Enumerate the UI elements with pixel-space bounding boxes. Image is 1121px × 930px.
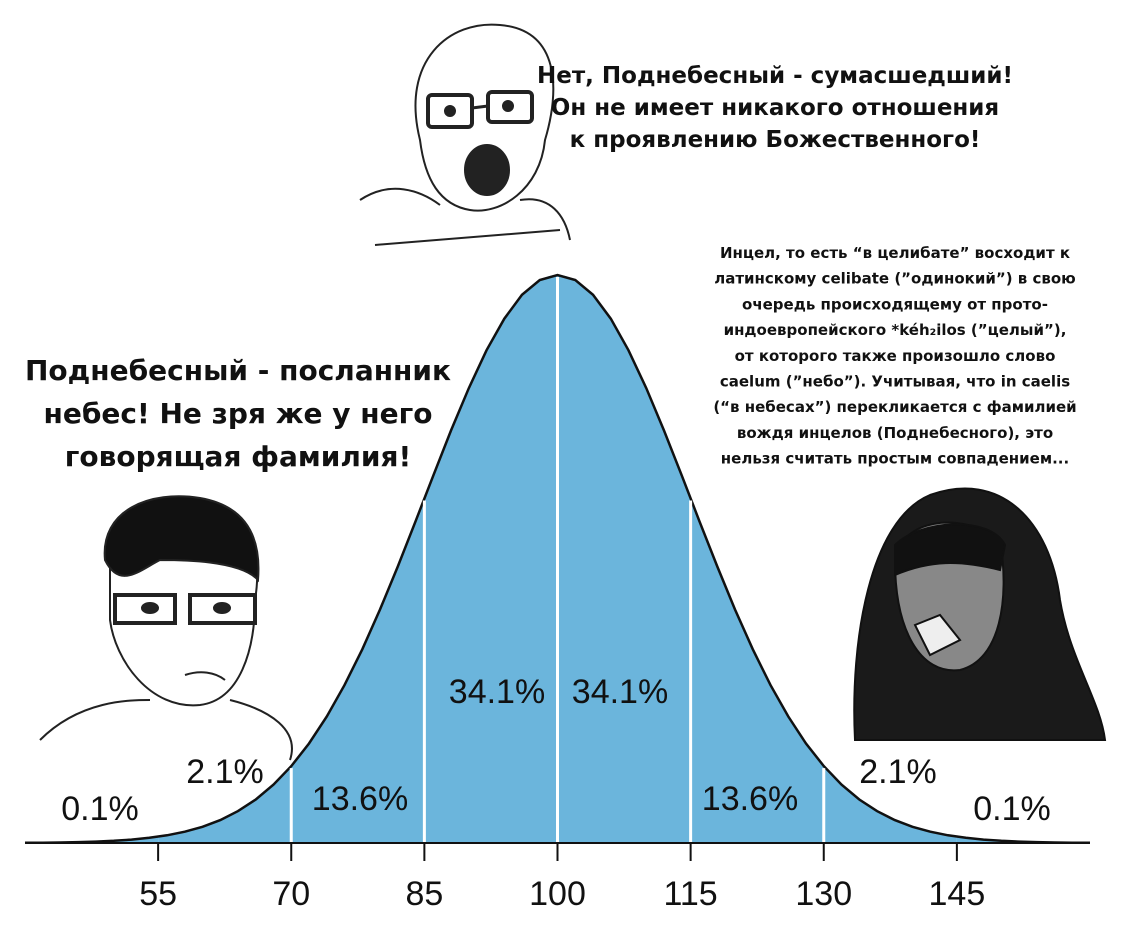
caption-line: небес! Не зря же у него xyxy=(43,397,432,430)
bell-region xyxy=(158,766,292,843)
x-tick-label: 70 xyxy=(272,875,310,913)
caption-line: говорящая фамилия! xyxy=(65,440,411,473)
x-tick-label: 130 xyxy=(795,875,852,913)
caption-line: Инцел, то есть “в целибате” восходит к xyxy=(720,244,1070,262)
caption-line: Нет, Поднебесный - сумасшедший! xyxy=(537,63,1013,89)
x-tick-label: 145 xyxy=(929,875,986,913)
bell-region xyxy=(956,836,1090,843)
x-tick-label: 85 xyxy=(405,875,443,913)
caption-line: Поднебесный - посланник xyxy=(25,354,451,387)
caption-line: нельзя считать простым совпадением... xyxy=(721,450,1069,468)
value-label: 0.1% xyxy=(973,790,1051,828)
value-label: 2.1% xyxy=(859,753,937,791)
caption-line: Он не имеет никакого отношения xyxy=(551,95,999,121)
value-label: 2.1% xyxy=(186,753,264,791)
caption-line: очередь происходящему от прото- xyxy=(742,295,1048,313)
right-figure xyxy=(853,487,1107,741)
x-tick-label: 55 xyxy=(139,875,177,913)
x-tick-label: 115 xyxy=(664,875,718,913)
caption-line: caelum (”небо”). Учитывая, что in caelis xyxy=(720,373,1070,391)
value-label: 0.1% xyxy=(61,790,139,828)
caption-line: к проявлению Божественного! xyxy=(570,127,981,153)
caption-line: индоевропейского *kéh₂ilos (”целый”), xyxy=(724,321,1067,339)
value-label: 34.1% xyxy=(572,673,668,711)
caption-line: от которого также произошло слово xyxy=(735,347,1056,365)
bell-chart: 55 70 85 100 115 130 145 0.1% 2.1% 13.6% 34.1% 34.1… xyxy=(24,273,1091,913)
x-tick-label: 100 xyxy=(529,875,586,913)
top-face xyxy=(359,23,571,246)
caption-line: вождя инцелов (Поднебесного), это xyxy=(737,424,1053,442)
caption-line: (“в небесах”) перекликается с фамилией xyxy=(713,398,1076,416)
left-face xyxy=(39,495,293,761)
bell-outline xyxy=(24,273,1091,845)
bell-region xyxy=(823,766,957,843)
value-label: 34.1% xyxy=(449,673,545,711)
value-label: 13.6% xyxy=(702,780,798,818)
bell-region xyxy=(25,836,159,843)
value-label: 13.6% xyxy=(312,780,408,818)
caption-line: латинскому celibate (”одинокий”) в свою xyxy=(714,270,1076,288)
